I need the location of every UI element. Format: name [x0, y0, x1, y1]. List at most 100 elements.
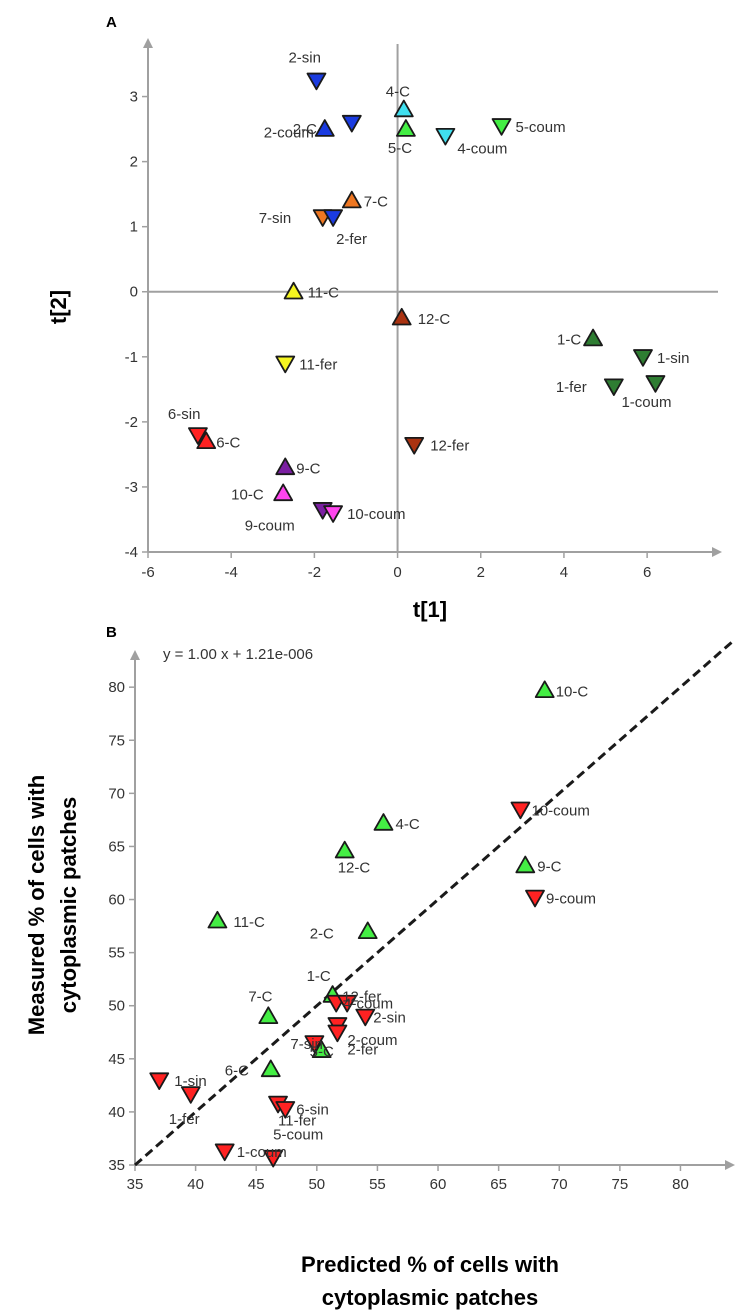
- panel-b-y-tick-label: 55: [108, 945, 125, 962]
- panel-b-x-tick-label: 60: [430, 1176, 447, 1193]
- panel-a-label-10-c: 10-C: [231, 486, 264, 503]
- panel-a-point-1-c: [583, 328, 603, 347]
- panel-b-y-tick-label: 50: [108, 998, 125, 1015]
- panel-a-label-5-coum: 5-coum: [516, 119, 566, 136]
- panel-b-x-tick-label: 65: [490, 1176, 507, 1193]
- panel-a-label-1-sin: 1-sin: [657, 350, 690, 367]
- panel-b-y-tick-label: 60: [108, 892, 125, 909]
- panel-b-y-tick-label: 75: [108, 732, 125, 749]
- panel-b-point-4-c: [373, 813, 394, 831]
- panel-b-point-11-c: [207, 910, 228, 929]
- panel-a-label-1-coum: 1-coum: [621, 394, 671, 411]
- panel-a-label-6-sin: 6-sin: [168, 406, 201, 423]
- panel-b-y-tick-label: 35: [108, 1157, 125, 1174]
- panel-a-tag: A: [106, 14, 117, 31]
- panel-a-point-1-sin: [633, 349, 653, 367]
- panel-b-label-2-c: 2-C: [310, 925, 334, 942]
- panel-b-point-4-coum: [337, 994, 358, 1013]
- panel-b-point-7-c: [258, 1006, 279, 1024]
- panel-b-label-10-c: 10-C: [556, 683, 589, 700]
- panel-b-point-5-coum: [263, 1149, 284, 1168]
- panel-a-point-11-fer: [275, 355, 296, 374]
- panel-b-ticks: 35 40 45 50 55 60 65 70 75 80 35 40 45 50 55 60 65 70 75 80: [108, 679, 688, 1193]
- panel-a-label-2-coum: 2-coum: [264, 125, 314, 142]
- panel-a-point-12-fer: [404, 436, 425, 455]
- panel-a-x-tick-label: 2: [477, 564, 485, 581]
- panel-b-point-10-coum: [510, 801, 531, 820]
- panel-b-point-2-c: [357, 921, 378, 940]
- panel-b-point-6-c: [260, 1059, 281, 1078]
- panel-a-y-tick-label: -2: [125, 414, 138, 431]
- panel-b-label-2-fer: 2-fer: [347, 1041, 378, 1058]
- panel-a-label-7-sin: 7-sin: [259, 210, 292, 227]
- panel-a-label-6-c: 6-C: [216, 434, 240, 451]
- panel-a-label-1-fer: 1-fer: [556, 379, 587, 396]
- panel-b-label-4-c: 4-C: [395, 816, 419, 833]
- panel-a-point-10-c: [273, 483, 294, 502]
- panel-b-label-5-c: 5-C: [310, 1043, 334, 1060]
- panel-a-point-4-coum: [435, 127, 456, 146]
- panel-a-point-7-c: [341, 190, 362, 209]
- panel-b-label-2-sin: 2-sin: [373, 1009, 406, 1026]
- panel-a-point-1-fer: [603, 378, 624, 396]
- panel-b-point-2-fer: [327, 1024, 348, 1043]
- panel-b-y-tick-label: 45: [108, 1051, 125, 1068]
- panel-b-y-arrow: [130, 650, 140, 660]
- panel-b-fit-equation: y = 1.00 x + 1.21e-006: [163, 646, 313, 663]
- panel-a-x-tick-label: -2: [308, 564, 321, 581]
- panel-a-label-2-sin: 2-sin: [288, 49, 321, 66]
- panel-b-x-axis-title-line-1: Predicted % of cells with: [301, 1252, 559, 1277]
- panel-b-point-5-c: [311, 1040, 332, 1058]
- panel-a-point-6-sin: [188, 427, 208, 445]
- panel-a-axes: [143, 38, 722, 557]
- panel-a-point-2-sin: [306, 72, 327, 91]
- panel-b-label-9-c: 9-C: [537, 859, 561, 876]
- panel-b-label-10-coum: 10-coum: [531, 802, 589, 819]
- panel-b-points: [149, 680, 555, 1168]
- panel-a-x-tick-label: 4: [560, 564, 568, 581]
- panel-a-x-tick-label: 6: [643, 564, 651, 581]
- panel-b-label-1-c: 1-C: [307, 968, 331, 985]
- panel-a-label-5-c: 5-C: [388, 140, 412, 157]
- panel-a-point-11-c: [283, 281, 304, 300]
- panel-b-label-12-fer: 12-fer: [342, 989, 381, 1006]
- panel-b-x-tick-label: 75: [612, 1176, 629, 1193]
- panel-a-y-tick-label: -1: [125, 349, 138, 366]
- panel-a-point-5-c: [395, 119, 416, 137]
- panel-a-label-9-coum: 9-coum: [245, 518, 295, 535]
- panel-a-point-2-coum: [341, 114, 362, 133]
- panel-a-x-arrow: [712, 547, 722, 557]
- panel-b-y-tick-label: 40: [108, 1104, 125, 1121]
- panel-a-label-12-c: 12-C: [418, 311, 451, 328]
- panel-b-label-6-c: 6-C: [225, 1062, 249, 1079]
- panel-b-y-tick-label: 70: [108, 785, 125, 802]
- panel-b-label-6-sin: 6-sin: [296, 1102, 329, 1119]
- panel-a-y-tick-label: 3: [130, 89, 138, 106]
- panel-b-label-5-coum: 5-coum: [273, 1127, 323, 1144]
- panel-b-axes: [130, 650, 735, 1170]
- panel-b-label-2-coum: 2-coum: [347, 1032, 397, 1049]
- panel-b-label-11-fer: 11-fer: [278, 1112, 316, 1129]
- panel-b-label-1-fer: 1-fer: [169, 1111, 200, 1128]
- panel-a-label-10-coum: 10-coum: [347, 506, 405, 523]
- panel-a-y-tick-label: -4: [125, 544, 138, 561]
- panel-a-point-2-c: [314, 119, 335, 137]
- panel-b-label-1-sin: 1-sin: [174, 1073, 207, 1090]
- panel-b-label-12-c: 12-C: [338, 860, 371, 877]
- panel-b-point-6-sin: [275, 1101, 296, 1119]
- panel-b-point-1-coum: [214, 1143, 235, 1162]
- panel-a-point-4-c: [393, 99, 414, 118]
- panel-a-y-tick-label: 0: [130, 284, 138, 301]
- panel-b-y-axis-title-line-2: cytoplasmic patches: [56, 797, 81, 1013]
- panel-b-label-7-sin: 7-sin: [290, 1036, 323, 1053]
- panel-a-y-arrow: [143, 38, 153, 48]
- panel-a-point-9-c: [275, 457, 296, 476]
- panel-a-y-axis-title: t[2]: [46, 290, 71, 324]
- panel-a-point-10-coum: [323, 505, 343, 523]
- panel-a-point-2-fer: [323, 209, 343, 227]
- panel-a-label-4-c: 4-C: [386, 84, 410, 101]
